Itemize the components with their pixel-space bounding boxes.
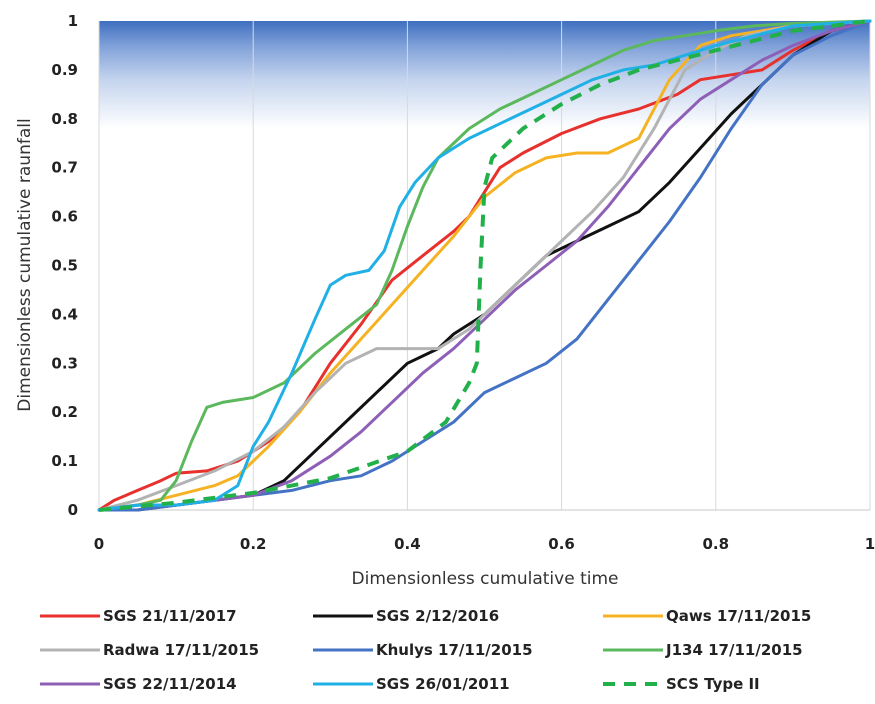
tick-labels: 0 0.2 0.4 0.6 0.8 1 0 0.1 0.2 0.3 0.4 0.5 0.6 0.7 0.8 0…	[51, 12, 875, 553]
legend-label-5: J134 17/11/2015	[665, 641, 803, 659]
y-tick-label: 0	[68, 501, 78, 519]
series-line-6	[97, 19, 872, 512]
series-line-0	[97, 19, 872, 512]
y-tick-label: 0.8	[51, 110, 78, 128]
x-axis-title: Dimensionless cumulative time	[352, 569, 619, 589]
legend-label-0: SGS 21/11/2017	[103, 607, 237, 625]
series-line-8	[98, 19, 871, 512]
x-tick-label: 0.8	[703, 535, 730, 553]
x-tick-label: 0	[94, 535, 104, 553]
y-tick-label: 1	[68, 12, 78, 30]
series-lines	[97, 19, 872, 512]
y-tick-label: 0.2	[51, 403, 78, 421]
y-tick-label: 0.5	[51, 257, 78, 275]
y-tick-label: 0.7	[51, 159, 78, 177]
y-tick-label: 0.3	[51, 354, 78, 372]
y-tick-label: 0.4	[51, 305, 78, 323]
x-tick-label: 0.2	[240, 535, 267, 553]
legend-label-3: Radwa 17/11/2015	[103, 641, 259, 659]
legend: SGS 21/11/2017 SGS 2/12/2016 Qaws 17/11/20…	[40, 607, 811, 693]
y-tick-label: 0.9	[51, 61, 78, 79]
x-tick-label: 0.4	[394, 535, 421, 553]
y-tick-label: 0.1	[51, 452, 78, 470]
series-line-3	[97, 19, 872, 512]
legend-label-2: Qaws 17/11/2015	[666, 607, 811, 625]
legend-label-8: SCS Type II	[666, 675, 760, 693]
y-axis-title: Dimensionless cumulative raunfall	[15, 118, 35, 411]
x-tick-label: 0.6	[548, 535, 575, 553]
legend-label-1: SGS 2/12/2016	[376, 607, 499, 625]
series-line-2	[97, 19, 872, 512]
series-line-5	[97, 19, 872, 512]
y-tick-label: 0.6	[51, 208, 78, 226]
x-tick-label: 1	[865, 535, 875, 553]
legend-label-6: SGS 22/11/2014	[103, 675, 237, 693]
legend-label-4: Khulys 17/11/2015	[376, 641, 533, 659]
legend-label-7: SGS 26/01/2011	[376, 675, 510, 693]
